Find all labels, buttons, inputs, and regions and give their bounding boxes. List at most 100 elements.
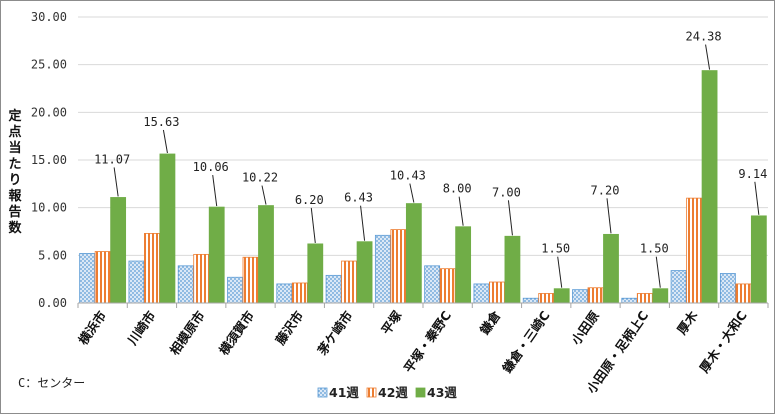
legend-label-43週: 43週	[427, 385, 457, 400]
bar-42週-平塚・秦野C	[439, 268, 456, 304]
y-axis-title-char: 報	[8, 188, 22, 204]
bar-43週-小田原・足柄上C	[652, 288, 669, 304]
bar-41週-茅ケ崎市	[325, 274, 342, 304]
bar-41週-鎌倉	[473, 283, 490, 304]
leader-line	[507, 200, 513, 236]
category-label: 相模原市	[167, 308, 208, 358]
bar-41週-横須賀市	[227, 276, 243, 304]
category-label: 藤沢市	[272, 308, 307, 349]
category-label: 厚木・大和C	[696, 308, 749, 375]
data-label-相模原市: 10.06	[193, 160, 229, 174]
legend-label-42週: 42週	[378, 385, 408, 400]
y-tick-label: 10.00	[31, 201, 67, 215]
legend: 41週 42週 43週	[317, 385, 457, 400]
leader-line	[606, 198, 612, 234]
bar-41週-平塚	[374, 234, 391, 304]
y-axis-title-char: 点	[8, 124, 21, 140]
bar-41週-鎌倉・三崎C	[522, 297, 539, 304]
bar-41週-川崎市	[128, 260, 145, 304]
bar-43週-横須賀市	[258, 205, 274, 304]
category-label: 平塚・秦野C	[401, 308, 454, 375]
y-axis-title: 定点当たり報告数	[7, 108, 22, 236]
bar-42週-厚木・大和C	[735, 283, 752, 304]
bar-43週-厚木・大和C	[750, 215, 767, 304]
category-label: 鎌倉・三崎C	[499, 308, 553, 376]
data-label-平塚・秦野C: 8.00	[443, 182, 472, 196]
y-axis-title-char: た	[8, 157, 21, 172]
bar-41週-厚木・大和C	[719, 273, 736, 304]
leader-line	[113, 167, 119, 197]
bar-42週-鎌倉	[489, 281, 505, 304]
category-label: 鎌倉	[476, 308, 503, 338]
bar-42週-相模原市	[193, 253, 210, 304]
bar-43週-横浜市	[110, 197, 127, 304]
y-axis-ticks: 0.00 5.00 10.00 15.00 20.00 25.00 30.00	[31, 10, 67, 310]
y-axis-title-char: 数	[8, 220, 22, 236]
bar-41週-厚木	[670, 270, 687, 304]
bar-41週-相模原市	[177, 265, 194, 304]
y-tick-label: 25.00	[31, 58, 67, 72]
bar-43週-平塚	[405, 203, 422, 304]
bar-43週-鎌倉・三崎C	[553, 288, 570, 304]
category-label: 横浜市	[75, 308, 109, 348]
gridlines	[78, 16, 768, 256]
footnote: C：センター	[18, 376, 85, 390]
bar-42週-川崎市	[144, 233, 160, 304]
bar-42週-厚木	[686, 197, 702, 304]
data-label-横須賀市: 10.22	[242, 171, 278, 185]
legend-swatch-41週	[317, 387, 328, 398]
data-label-厚木・大和C: 9.14	[738, 167, 767, 181]
data-label-平塚: 10.43	[390, 169, 426, 183]
y-axis-title-char: 当	[8, 140, 21, 156]
bar-42週-横浜市	[94, 251, 111, 304]
bar-42週-平塚	[390, 229, 407, 304]
bar-42週-小田原・足柄上C	[636, 293, 653, 304]
category-label: 横須賀市	[216, 308, 257, 358]
leader-line	[557, 256, 563, 288]
leader-line	[212, 175, 218, 207]
leader-line	[705, 44, 711, 70]
bar-42週-茅ケ崎市	[341, 260, 357, 304]
data-labels: 11.07 15.63 10.06 10.22 6.20 6.43 10.43 8.00 7.0…	[94, 30, 767, 288]
bar-42週-鎌倉・三崎C	[538, 293, 555, 304]
data-label-厚木: 24.38	[686, 30, 722, 44]
bar-42週-横須賀市	[242, 256, 259, 304]
bar-41週-藤沢市	[276, 283, 293, 304]
category-label: 川崎市	[124, 308, 159, 349]
leader-line	[310, 207, 316, 243]
category-label: 茅ケ崎市	[315, 308, 356, 358]
leader-line	[458, 196, 464, 226]
leader-line	[162, 129, 168, 154]
bar-43週-平塚・秦野C	[455, 226, 472, 304]
x-axis	[77, 302, 769, 308]
data-label-鎌倉: 7.00	[492, 185, 521, 199]
y-axis-title-char: り	[8, 173, 21, 188]
leader-line	[261, 185, 267, 205]
data-label-茅ケ崎市: 6.43	[344, 191, 373, 205]
leader-line	[409, 183, 415, 203]
bar-43週-藤沢市	[307, 243, 324, 304]
leader-line	[360, 205, 366, 241]
bar-41週-横浜市	[79, 253, 96, 304]
bar-41週-平塚・秦野C	[424, 265, 441, 304]
y-tick-label: 0.00	[38, 296, 67, 310]
data-label-横浜市: 11.07	[94, 152, 130, 166]
bar-41週-小田原・足柄上C	[621, 297, 638, 304]
leader-line	[655, 256, 661, 288]
legend-swatch-42週	[366, 387, 377, 398]
y-axis-title-char: 告	[8, 204, 21, 220]
bar-42週-小田原	[587, 287, 604, 304]
data-label-藤沢市: 6.20	[295, 193, 324, 207]
bar-43週-茅ケ崎市	[356, 241, 373, 304]
y-tick-label: 30.00	[31, 10, 67, 24]
category-label: 厚木	[674, 308, 701, 337]
bar-43週-川崎市	[159, 153, 176, 304]
y-tick-label: 15.00	[31, 153, 67, 167]
bar-43週-相模原市	[208, 206, 225, 304]
bar-41週-小田原	[572, 289, 588, 304]
bar-43週-小田原	[603, 233, 619, 304]
legend-swatch-43週	[415, 387, 426, 398]
